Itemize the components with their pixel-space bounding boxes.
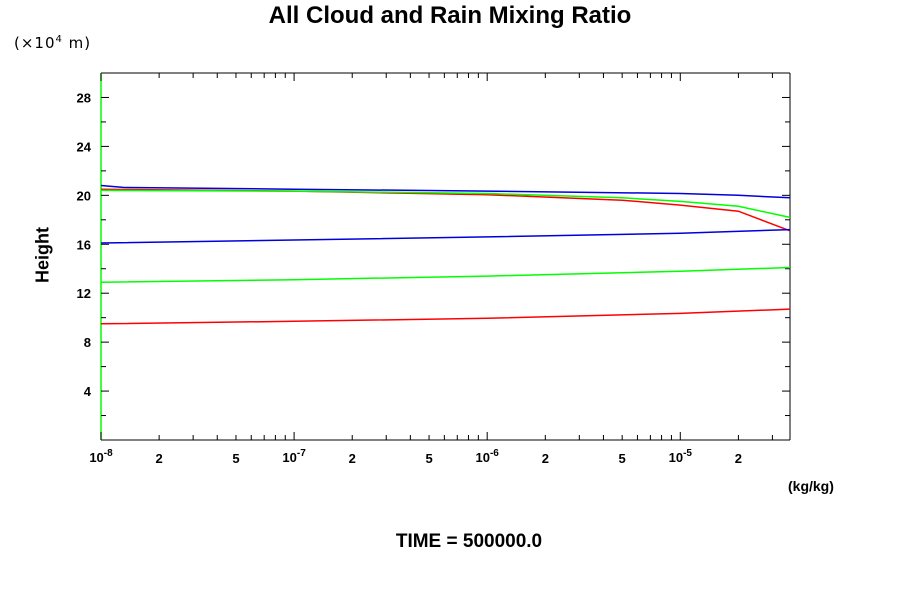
y-unit-suffix: m) xyxy=(68,34,92,52)
series-line-4 xyxy=(100,189,791,219)
y-unit-prefix: (×10 xyxy=(14,34,56,52)
x-minor-tick-label: 2 xyxy=(735,451,742,466)
x-minor-tick-label: 2 xyxy=(349,451,356,466)
y-tick-label: 16 xyxy=(77,237,91,252)
x-tick-label: 10-8 xyxy=(89,448,113,465)
y-tick-label: 24 xyxy=(77,139,92,154)
y-unit-exponent: 4 xyxy=(55,34,63,45)
x-tick-label: 10-5 xyxy=(669,448,693,465)
y-tick-label: 4 xyxy=(84,384,92,399)
series-line-3 xyxy=(100,266,791,283)
x-minor-tick-label: 2 xyxy=(542,451,549,466)
series-line-6 xyxy=(100,184,791,199)
x-minor-tick-label: 5 xyxy=(232,451,239,466)
x-axis-unit: (kg/kg) xyxy=(788,478,834,494)
x-minor-tick-label: 5 xyxy=(425,451,432,466)
x-tick-label: 10-6 xyxy=(476,448,500,465)
series-line-2 xyxy=(100,188,791,232)
y-tick-label: 28 xyxy=(77,90,91,105)
y-tick-label: 20 xyxy=(77,188,91,203)
x-minor-tick-label: 2 xyxy=(156,451,163,466)
y-tick-label: 8 xyxy=(84,335,91,350)
x-tick-label: 10-7 xyxy=(282,448,306,465)
series-line-1 xyxy=(100,308,791,325)
series-line-5 xyxy=(100,228,791,244)
y-tick-label: 12 xyxy=(77,286,91,301)
y-axis-unit: (×104 m) xyxy=(14,34,91,52)
x-minor-tick-label: 5 xyxy=(619,451,626,466)
chart-title: All Cloud and Rain Mixing Ratio xyxy=(268,2,632,29)
time-footer: TIME = 500000.0 xyxy=(395,531,543,552)
